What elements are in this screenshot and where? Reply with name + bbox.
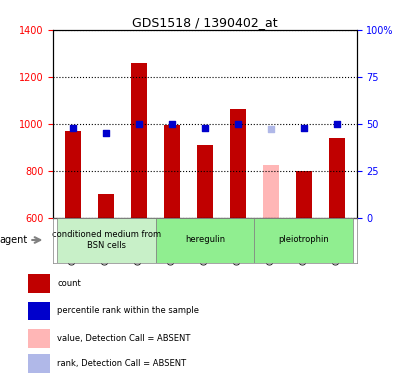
Point bbox=[300, 124, 306, 130]
Bar bbox=[28, 274, 50, 293]
Text: count: count bbox=[57, 279, 81, 288]
Bar bbox=[65, 131, 81, 218]
Title: GDS1518 / 1390402_at: GDS1518 / 1390402_at bbox=[132, 16, 277, 29]
FancyBboxPatch shape bbox=[254, 217, 353, 262]
Bar bbox=[163, 125, 180, 217]
Bar bbox=[229, 108, 246, 217]
Point bbox=[103, 130, 109, 136]
FancyBboxPatch shape bbox=[56, 217, 155, 262]
Text: heregulin: heregulin bbox=[184, 236, 225, 244]
Point bbox=[135, 121, 142, 127]
FancyBboxPatch shape bbox=[155, 217, 254, 262]
Bar bbox=[295, 171, 311, 217]
Bar bbox=[130, 63, 147, 217]
Point bbox=[169, 121, 175, 127]
Text: value, Detection Call = ABSENT: value, Detection Call = ABSENT bbox=[57, 334, 190, 343]
Point bbox=[234, 121, 240, 127]
Bar bbox=[28, 354, 50, 373]
Bar bbox=[28, 302, 50, 320]
Text: rank, Detection Call = ABSENT: rank, Detection Call = ABSENT bbox=[57, 359, 186, 368]
Text: percentile rank within the sample: percentile rank within the sample bbox=[57, 306, 199, 315]
Bar bbox=[98, 194, 114, 217]
Text: pleiotrophin: pleiotrophin bbox=[278, 236, 328, 244]
Bar bbox=[196, 145, 213, 218]
Point bbox=[333, 121, 339, 127]
Bar bbox=[28, 329, 50, 348]
Bar bbox=[262, 165, 279, 218]
Bar bbox=[328, 138, 344, 218]
Point bbox=[201, 124, 208, 130]
Point bbox=[267, 126, 274, 132]
Point bbox=[70, 124, 76, 130]
Text: conditioned medium from
BSN cells: conditioned medium from BSN cells bbox=[52, 230, 160, 250]
Text: agent: agent bbox=[0, 235, 27, 245]
